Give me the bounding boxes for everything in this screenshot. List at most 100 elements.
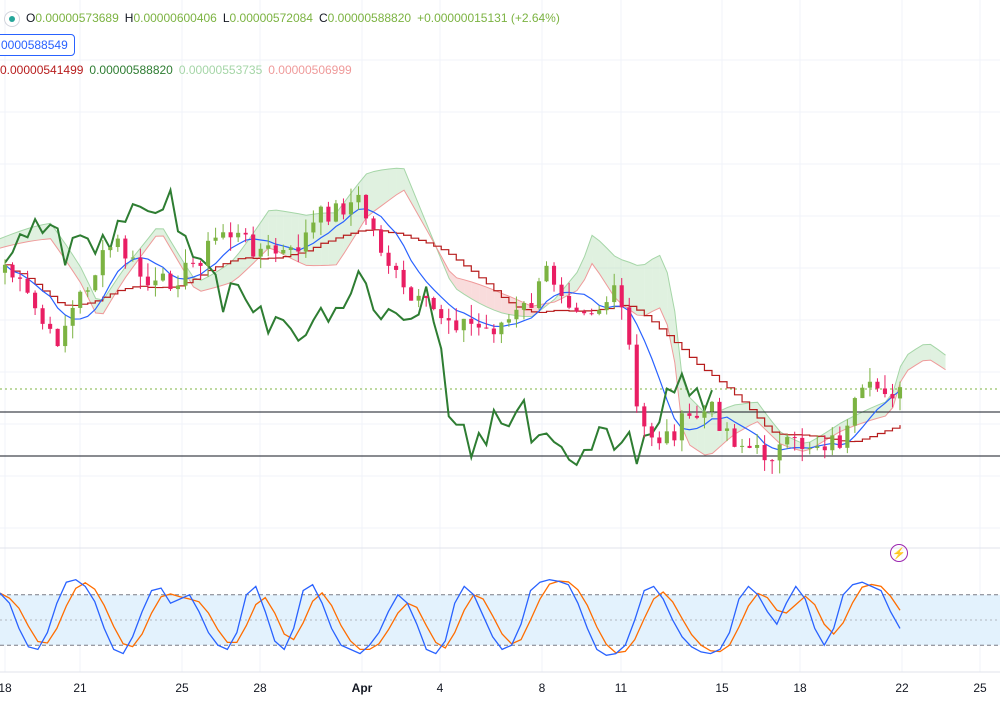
horizontal-levels bbox=[0, 388, 1000, 457]
cloud-segment bbox=[561, 281, 570, 299]
candle-body bbox=[657, 437, 662, 444]
cloud-segment bbox=[411, 187, 420, 217]
lightning-icon[interactable]: ⚡ bbox=[890, 544, 908, 562]
candle-body bbox=[378, 229, 384, 253]
candle-body bbox=[25, 278, 30, 293]
cloud-segment bbox=[12, 230, 21, 245]
lead-a-line bbox=[0, 167, 946, 444]
cloud-segment bbox=[659, 255, 668, 325]
candle-body bbox=[93, 275, 98, 291]
candle-body bbox=[100, 250, 105, 276]
stoch-d-line bbox=[0, 580, 901, 654]
candle-body bbox=[17, 277, 23, 279]
candle-body bbox=[762, 444, 767, 461]
candle-body bbox=[153, 280, 158, 286]
cloud-segment bbox=[155, 228, 164, 237]
cloud-segment bbox=[223, 262, 232, 285]
cloud-segment bbox=[629, 262, 638, 316]
ichimoku-lagging-value: 0.00000588820 bbox=[89, 63, 173, 77]
candle-body bbox=[627, 307, 632, 345]
cloud-segment bbox=[486, 287, 495, 311]
cloud-segment bbox=[268, 210, 277, 251]
candle-body bbox=[168, 273, 173, 290]
candle-body bbox=[897, 387, 903, 399]
candle-body bbox=[582, 311, 587, 314]
candle-body bbox=[40, 308, 45, 324]
candle-body bbox=[882, 388, 888, 395]
price-tag[interactable]: 0000588549 bbox=[0, 34, 75, 56]
open-label: O bbox=[26, 11, 36, 26]
candle-body bbox=[469, 318, 474, 324]
cloud-segment bbox=[5, 233, 13, 247]
candle-body bbox=[416, 295, 421, 301]
candle-body bbox=[190, 262, 196, 264]
candle-body bbox=[740, 445, 745, 447]
candle-body bbox=[454, 320, 459, 331]
candle-body bbox=[10, 264, 15, 278]
cloud-segment bbox=[464, 279, 472, 299]
cloud-segment bbox=[622, 259, 630, 310]
cloud-segment bbox=[208, 272, 217, 290]
candle-body bbox=[183, 262, 188, 286]
candle-body bbox=[424, 295, 429, 298]
cloud-segment bbox=[419, 205, 427, 230]
candle-body bbox=[574, 307, 579, 312]
cloud-segment bbox=[163, 228, 171, 249]
candle-body bbox=[536, 281, 542, 308]
candle-body bbox=[130, 257, 135, 259]
candle-body bbox=[845, 425, 850, 448]
candle-body bbox=[356, 194, 361, 203]
cloud-segment bbox=[644, 259, 653, 316]
cloud-segment bbox=[381, 168, 389, 206]
candle-body bbox=[108, 247, 113, 251]
candle-body bbox=[33, 292, 38, 309]
candle-body bbox=[837, 435, 842, 448]
cloud-segment bbox=[750, 402, 758, 426]
candle-body bbox=[717, 401, 722, 431]
candle-body bbox=[401, 269, 406, 288]
candle-body bbox=[439, 309, 444, 319]
cloud-segment bbox=[501, 293, 510, 315]
candle-body bbox=[792, 437, 797, 439]
cloud-segment bbox=[185, 265, 194, 287]
candle-body bbox=[371, 218, 376, 230]
candle-body bbox=[694, 415, 699, 418]
cloud-segment bbox=[148, 228, 156, 247]
candle-body bbox=[755, 444, 760, 448]
grid bbox=[0, 0, 1000, 673]
cloud-segment bbox=[607, 248, 615, 298]
x-tick-label: 18 bbox=[0, 681, 12, 695]
cloud-segment bbox=[396, 168, 405, 195]
candle-body bbox=[55, 328, 60, 347]
cloud-segment bbox=[569, 272, 578, 295]
candle-body bbox=[431, 297, 436, 310]
candle-body bbox=[514, 309, 519, 320]
candle-body bbox=[597, 310, 602, 314]
x-tick-label: 22 bbox=[895, 681, 909, 695]
candle-body bbox=[612, 285, 617, 303]
candle-body bbox=[875, 381, 880, 389]
open-value: 0.00000573689 bbox=[35, 11, 119, 26]
candle-body bbox=[236, 232, 241, 238]
cloud-segment bbox=[922, 344, 931, 361]
candle-body bbox=[386, 252, 391, 266]
cloud-segment bbox=[915, 344, 923, 366]
cloud-segment bbox=[200, 276, 209, 292]
candle-body bbox=[770, 460, 775, 462]
cloud-segment bbox=[892, 366, 901, 408]
conversion-line bbox=[4, 208, 901, 451]
cloud-segment bbox=[757, 402, 766, 430]
change-value: +0.00000015131 (+2.64%) bbox=[417, 11, 560, 26]
cloud-segment bbox=[734, 404, 743, 434]
candle-body bbox=[348, 202, 354, 215]
candle-body bbox=[303, 232, 308, 252]
candle-body bbox=[724, 428, 730, 431]
cloud-segment bbox=[65, 244, 74, 272]
cloud-segment bbox=[95, 298, 104, 314]
cloud-segment bbox=[125, 257, 134, 278]
status-dot-icon[interactable] bbox=[4, 11, 20, 27]
cloud-segment bbox=[637, 264, 645, 316]
candle-body bbox=[296, 247, 301, 252]
